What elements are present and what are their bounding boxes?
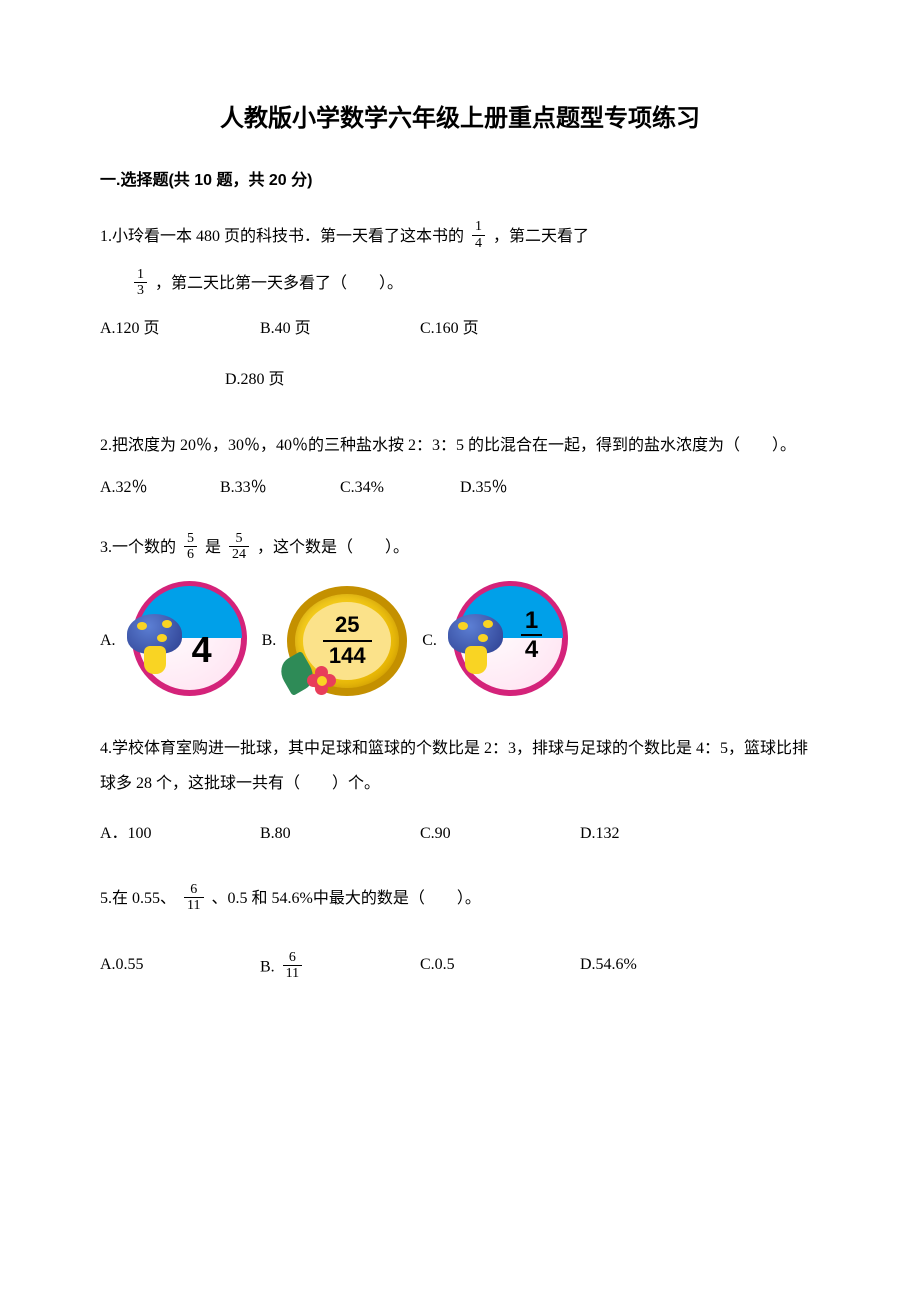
q5-post: 、0.5 和 54.6%中最大的数是（ ）。	[212, 890, 481, 907]
mushroom-stem-icon	[465, 646, 487, 674]
q2-option-d: D.35％	[460, 475, 580, 501]
flower-center-icon	[317, 676, 327, 686]
q5-option-a: A.0.55	[100, 952, 260, 984]
q3-f1d: 6	[184, 547, 197, 562]
q1-frac2-den: 3	[134, 283, 147, 298]
mushroom-stem-icon	[144, 646, 166, 674]
q5-optB-frac: 6 11	[283, 950, 302, 982]
q3-option-a: A. 4	[100, 586, 252, 696]
spot-icon	[137, 622, 147, 630]
mushroom-icon: 1 4	[443, 586, 573, 696]
q1-option-c: C.160 页	[420, 316, 580, 342]
q3-option-c: C. 1 4	[422, 586, 573, 696]
q1-frac1: 1 4	[472, 219, 485, 251]
q4-option-b: B.80	[260, 821, 420, 847]
q3-f2d: 24	[229, 547, 249, 562]
q1-frac2-num: 1	[134, 267, 147, 283]
q3-optC-fraction: 1 4	[521, 608, 542, 662]
q5-text: 5.在 0.55、 6 11 、0.5 和 54.6%中最大的数是（ ）。	[100, 881, 820, 916]
q5-option-b: B. 6 11	[260, 952, 420, 984]
question-5: 5.在 0.55、 6 11 、0.5 和 54.6%中最大的数是（ ）。 A.…	[100, 881, 820, 983]
spot-icon	[478, 634, 488, 642]
q5-optB-pre: B.	[260, 958, 275, 975]
q3-frac1: 5 6	[184, 531, 197, 563]
mushroom-icon: 4	[122, 586, 252, 696]
spot-icon	[458, 622, 468, 630]
q5-optB-n: 6	[283, 950, 302, 966]
q2-option-b: B.33％	[220, 475, 340, 501]
q1-text-pre: 1.小玲看一本 480 页的科技书．第一天看了这本书的	[100, 228, 464, 245]
q3-optB-label: B.	[262, 628, 277, 654]
page-title: 人教版小学数学六年级上册重点题型专项练习	[100, 100, 820, 138]
q5-option-c: C.0.5	[420, 952, 580, 984]
q1-options-row1: A.120 页 B.40 页 C.160 页	[100, 316, 820, 342]
q2-text: 2.把浓度为 20％，30％，40％的三种盐水按 2：3：5 的比混合在一起，得…	[100, 428, 820, 463]
q1-line2: 1 3 ，第二天比第一天多看了（ ）。	[100, 266, 820, 301]
q5-option-d: D.54.6%	[580, 952, 740, 984]
q4-options: A．100 B.80 C.90 D.132	[100, 821, 820, 847]
q3-mid: 是	[205, 539, 221, 556]
q5-options: A.0.55 B. 6 11 C.0.5 D.54.6%	[100, 952, 820, 984]
q3-optA-value: 4	[192, 621, 212, 679]
q4-option-c: C.90	[420, 821, 580, 847]
q3-pre: 3.一个数的	[100, 539, 176, 556]
q1-frac1-num: 1	[472, 219, 485, 235]
spot-icon	[162, 620, 172, 628]
q1-line1: 1.小玲看一本 480 页的科技书．第一天看了这本书的 1 4 ，第二天看了	[100, 219, 820, 254]
q3-f2n: 5	[229, 531, 249, 547]
q3-frac2: 5 24	[229, 531, 249, 563]
q5-fd: 11	[184, 898, 203, 913]
q2-option-c: C.34%	[340, 475, 460, 501]
q2-options: A.32％ B.33％ C.34% D.35％	[100, 475, 820, 501]
q4-text: 4.学校体育室购进一批球，其中足球和篮球的个数比是 2：3，排球与足球的个数比是…	[100, 731, 820, 801]
q1-frac1-den: 4	[472, 236, 485, 251]
q1-option-d: D.280 页	[100, 367, 820, 393]
q1-frac2: 1 3	[134, 267, 147, 299]
q3-optC-label: C.	[422, 628, 437, 654]
q5-optB-d: 11	[283, 966, 302, 981]
q3-option-b: B. 25 144	[262, 586, 413, 696]
spot-icon	[483, 620, 493, 628]
flower-icon	[307, 666, 337, 696]
question-1: 1.小玲看一本 480 页的科技书．第一天看了这本书的 1 4 ，第二天看了 1…	[100, 219, 820, 393]
q5-pre: 5.在 0.55、	[100, 890, 176, 907]
question-2: 2.把浓度为 20％，30％，40％的三种盐水按 2：3：5 的比混合在一起，得…	[100, 428, 820, 501]
q3-optA-label: A.	[100, 628, 116, 654]
q1-option-b: B.40 页	[260, 316, 420, 342]
q3-image-options: A. 4 B. 25 144	[100, 586, 820, 696]
q3-post: ，这个数是（ ）。	[257, 539, 409, 556]
q3-optB-num: 25	[323, 613, 372, 641]
section-header: 一.选择题(共 10 题，共 20 分)	[100, 168, 820, 194]
q3-optB-fraction: 25 144	[323, 613, 372, 667]
question-3: 3.一个数的 5 6 是 5 24 ，这个数是（ ）。 A.	[100, 530, 820, 695]
q3-optB-den: 144	[323, 642, 372, 668]
gold-frame-icon: 25 144	[282, 586, 412, 696]
q4-option-d: D.132	[580, 821, 740, 847]
q3-f1n: 5	[184, 531, 197, 547]
q2-option-a: A.32％	[100, 475, 220, 501]
q1-text-post: ，第二天看了	[493, 228, 589, 245]
q1-line2-text: ，第二天比第一天多看了（ ）。	[155, 275, 403, 292]
q5-fn: 6	[184, 882, 203, 898]
q3-optC-num: 1	[521, 608, 542, 636]
q4-option-a: A．100	[100, 821, 260, 847]
question-4: 4.学校体育室购进一批球，其中足球和篮球的个数比是 2：3，排球与足球的个数比是…	[100, 731, 820, 847]
q5-frac: 6 11	[184, 882, 203, 914]
spot-icon	[157, 634, 167, 642]
q3-text: 3.一个数的 5 6 是 5 24 ，这个数是（ ）。	[100, 530, 820, 565]
q1-option-a: A.120 页	[100, 316, 260, 342]
q3-optC-den: 4	[521, 636, 542, 662]
